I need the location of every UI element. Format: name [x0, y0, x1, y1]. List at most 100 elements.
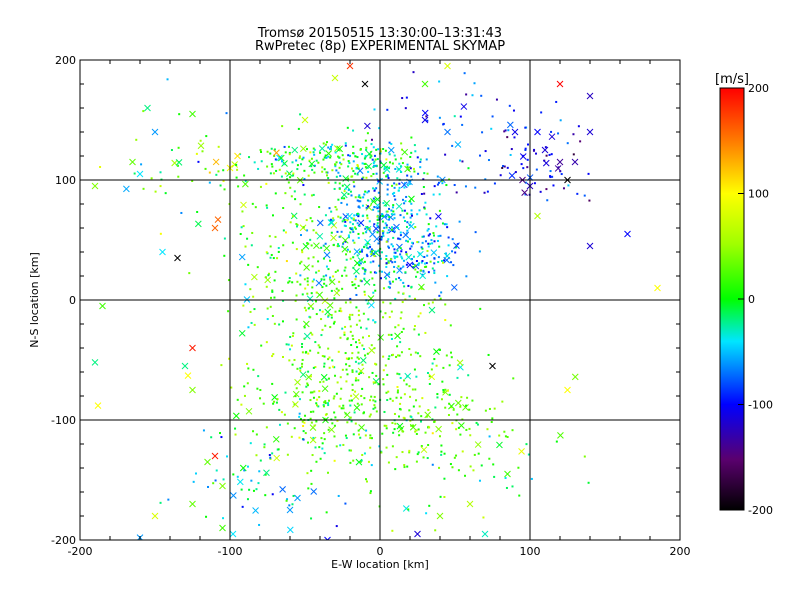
y-tick-label: 200 [55, 54, 76, 67]
data-point [418, 209, 421, 212]
data-point [425, 265, 428, 268]
data-point [355, 293, 358, 296]
data-point [296, 168, 299, 171]
data-point [395, 355, 398, 358]
data-point [498, 434, 501, 437]
data-point [255, 488, 258, 491]
data-point [357, 195, 360, 198]
data-point [456, 413, 459, 416]
data-point [357, 379, 360, 382]
data-point [331, 365, 334, 368]
data-point [423, 265, 426, 268]
data-point [374, 321, 377, 324]
data-point [383, 167, 386, 170]
data-point [395, 396, 398, 399]
data-point [253, 161, 256, 164]
data-point-cross [421, 116, 429, 124]
data-point [271, 165, 274, 168]
data-point [473, 82, 476, 85]
data-point [357, 433, 360, 436]
data-point [270, 163, 273, 166]
data-point [241, 505, 244, 508]
data-point [525, 443, 528, 446]
data-point [223, 188, 226, 191]
data-point [368, 415, 371, 418]
data-point [243, 469, 246, 472]
data-point [391, 192, 394, 195]
data-point [327, 404, 330, 407]
data-point [301, 362, 304, 365]
data-point [307, 352, 310, 355]
data-point [397, 291, 400, 294]
data-point [396, 255, 399, 258]
data-point [411, 388, 414, 391]
data-point [356, 254, 359, 257]
data-point [387, 461, 390, 464]
data-point [327, 358, 330, 361]
data-point [330, 289, 333, 292]
data-point [167, 498, 170, 501]
data-point-cross [181, 362, 189, 370]
data-point [299, 283, 302, 286]
data-point [461, 123, 464, 126]
data-point [273, 296, 276, 299]
data-point [374, 406, 377, 409]
data-point [349, 330, 352, 333]
data-point [419, 355, 422, 358]
data-point [260, 150, 263, 153]
data-point [492, 463, 495, 466]
data-point [286, 422, 289, 425]
data-point [438, 245, 441, 248]
data-point [284, 231, 287, 234]
data-point [350, 194, 353, 197]
data-point [387, 261, 390, 264]
data-point [269, 256, 272, 259]
data-point [345, 357, 348, 360]
data-point [366, 302, 369, 305]
data-point [399, 165, 402, 168]
data-point [482, 516, 485, 519]
data-point [312, 193, 315, 196]
data-point-cross [511, 128, 519, 136]
data-point [344, 225, 347, 228]
data-point [408, 195, 415, 203]
data-point [413, 368, 416, 371]
data-point [451, 466, 454, 469]
data-point [344, 301, 347, 304]
data-point [375, 374, 378, 377]
data-point [381, 215, 384, 218]
data-point [305, 148, 308, 151]
data-point [530, 477, 533, 480]
data-point [307, 370, 310, 373]
data-point [417, 315, 420, 318]
data-point [289, 335, 292, 338]
data-point [333, 289, 341, 297]
data-point [321, 385, 329, 393]
data-point [336, 381, 339, 384]
data-point [441, 222, 444, 225]
data-point [451, 422, 454, 425]
data-point [282, 299, 285, 302]
data-point [388, 316, 391, 319]
data-point-cross [466, 500, 474, 508]
data-point [403, 209, 406, 212]
data-point [285, 343, 288, 346]
data-point [337, 148, 340, 151]
data-point [366, 352, 369, 355]
data-point [403, 379, 406, 382]
data-point [396, 385, 399, 388]
data-point [373, 164, 376, 167]
data-point [355, 377, 358, 380]
data-point [288, 280, 291, 283]
data-point [550, 130, 553, 133]
data-point [391, 421, 394, 424]
data-point [442, 366, 445, 369]
data-point [278, 408, 281, 411]
data-point [282, 163, 285, 166]
data-point [356, 156, 359, 159]
data-point [356, 199, 359, 202]
data-point [219, 432, 222, 435]
data-point [357, 165, 360, 168]
data-point [236, 475, 239, 478]
